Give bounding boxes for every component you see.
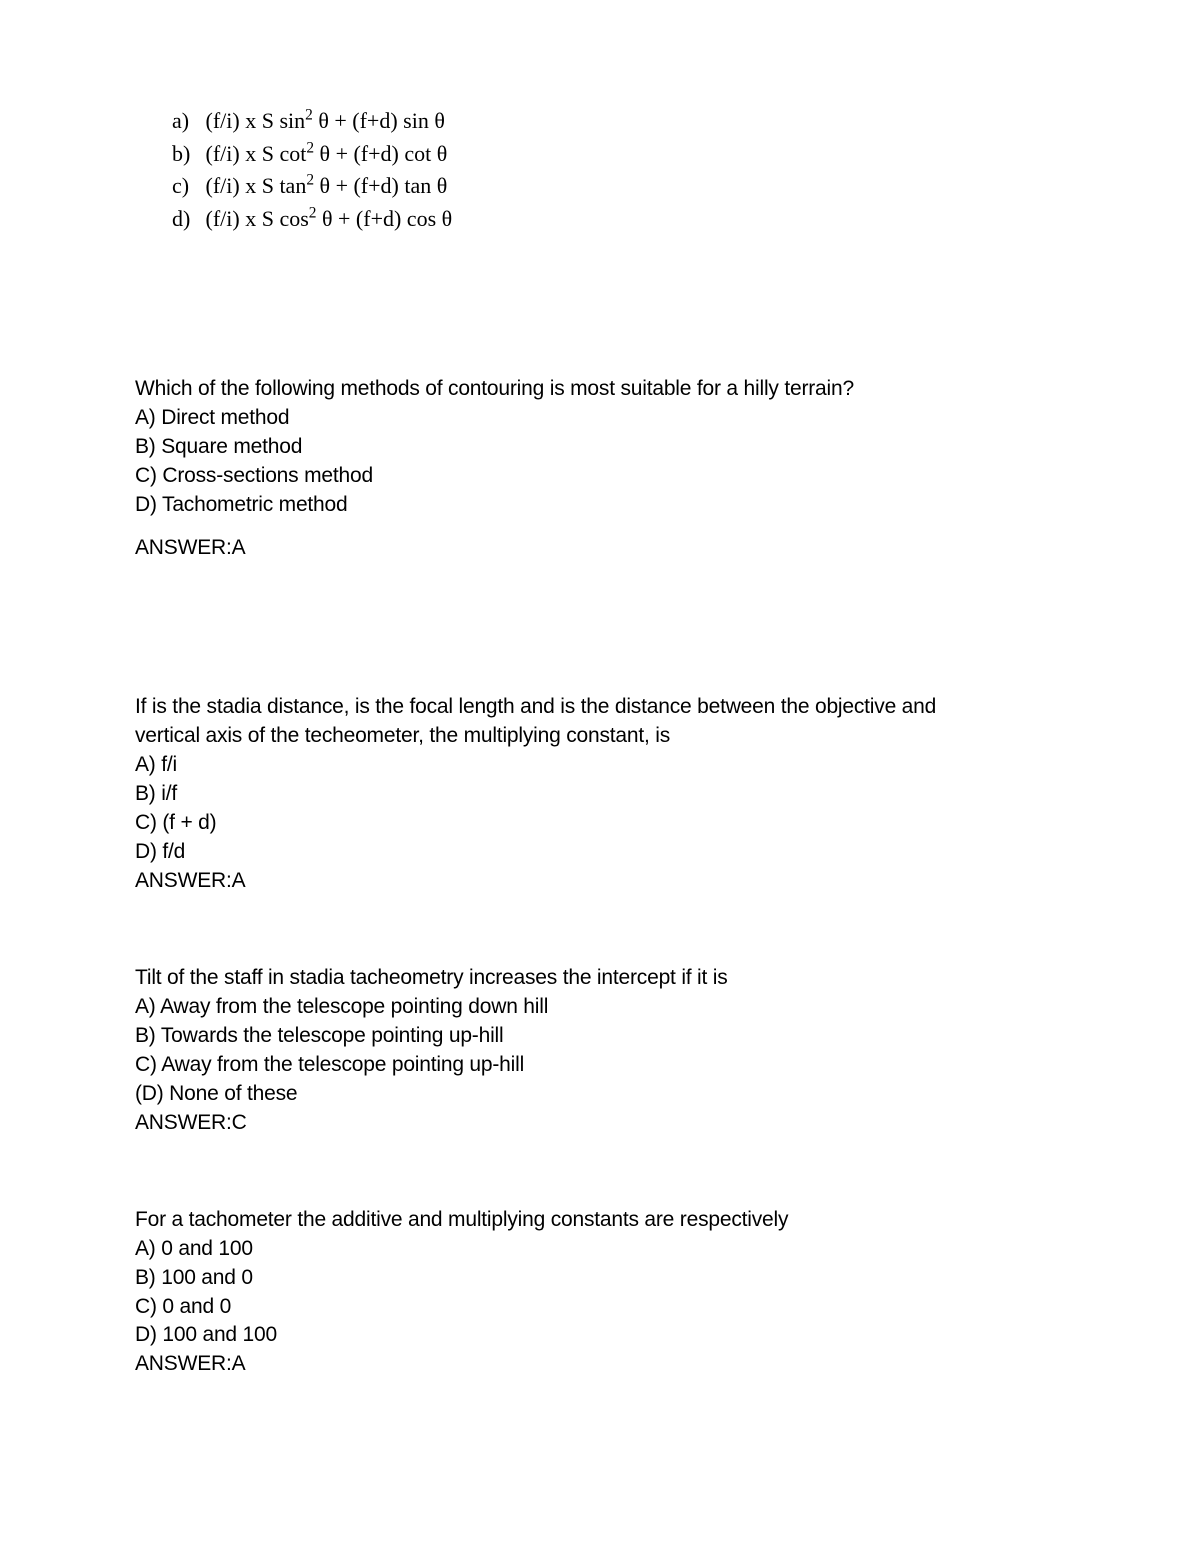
option-label: d) (172, 203, 200, 236)
option-d: D) Tachometric method (135, 491, 1065, 520)
option-a: A) Direct method (135, 404, 1065, 433)
equation-option-b: b) (f/i) x S cot2 θ + (f+d) cot θ (172, 138, 1065, 171)
option-formula: (f/i) x S tan2 θ + (f+d) tan θ (206, 173, 448, 198)
equation-options: a) (f/i) x S sin2 θ + (f+d) sin θ b) (f/… (172, 105, 1065, 235)
answer-text: ANSWER:A (135, 1350, 1065, 1379)
option-a: A) 0 and 100 (135, 1235, 1065, 1264)
option-d: D) f/d (135, 838, 1065, 867)
option-b: B) Square method (135, 433, 1065, 462)
equation-option-c: c) (f/i) x S tan2 θ + (f+d) tan θ (172, 170, 1065, 203)
question-text-line-1: If is the stadia distance, is the focal … (135, 693, 1065, 722)
option-c: C) Away from the telescope pointing up-h… (135, 1051, 1065, 1080)
option-c: C) 0 and 0 (135, 1293, 1065, 1322)
question-block-2: If is the stadia distance, is the focal … (135, 693, 1065, 896)
option-d: D) 100 and 100 (135, 1321, 1065, 1350)
option-label: b) (172, 138, 200, 171)
option-b: B) Towards the telescope pointing up-hil… (135, 1022, 1065, 1051)
question-text: Which of the following methods of contou… (135, 375, 1065, 404)
question-block-4: For a tachometer the additive and multip… (135, 1206, 1065, 1380)
option-a: A) Away from the telescope pointing down… (135, 993, 1065, 1022)
question-block-1: Which of the following methods of contou… (135, 375, 1065, 563)
equation-option-d: d) (f/i) x S cos2 θ + (f+d) cos θ (172, 203, 1065, 236)
answer-text: ANSWER:A (135, 867, 1065, 896)
option-a: A) f/i (135, 751, 1065, 780)
option-b: B) i/f (135, 780, 1065, 809)
answer-text: ANSWER:A (135, 534, 1065, 563)
equation-option-a: a) (f/i) x S sin2 θ + (f+d) sin θ (172, 105, 1065, 138)
question-text: For a tachometer the additive and multip… (135, 1206, 1065, 1235)
option-label: c) (172, 170, 200, 203)
answer-text: ANSWER:C (135, 1109, 1065, 1138)
question-text-line-2: vertical axis of the techeometer, the mu… (135, 722, 1065, 751)
option-c: C) Cross-sections method (135, 462, 1065, 491)
option-b: B) 100 and 0 (135, 1264, 1065, 1293)
option-formula: (f/i) x S cos2 θ + (f+d) cos θ (206, 206, 453, 231)
option-formula: (f/i) x S sin2 θ + (f+d) sin θ (206, 108, 445, 133)
question-block-3: Tilt of the staff in stadia tacheometry … (135, 964, 1065, 1138)
question-text: Tilt of the staff in stadia tacheometry … (135, 964, 1065, 993)
option-d: (D) None of these (135, 1080, 1065, 1109)
option-c: C) (f + d) (135, 809, 1065, 838)
option-formula: (f/i) x S cot2 θ + (f+d) cot θ (206, 141, 448, 166)
option-label: a) (172, 105, 200, 138)
